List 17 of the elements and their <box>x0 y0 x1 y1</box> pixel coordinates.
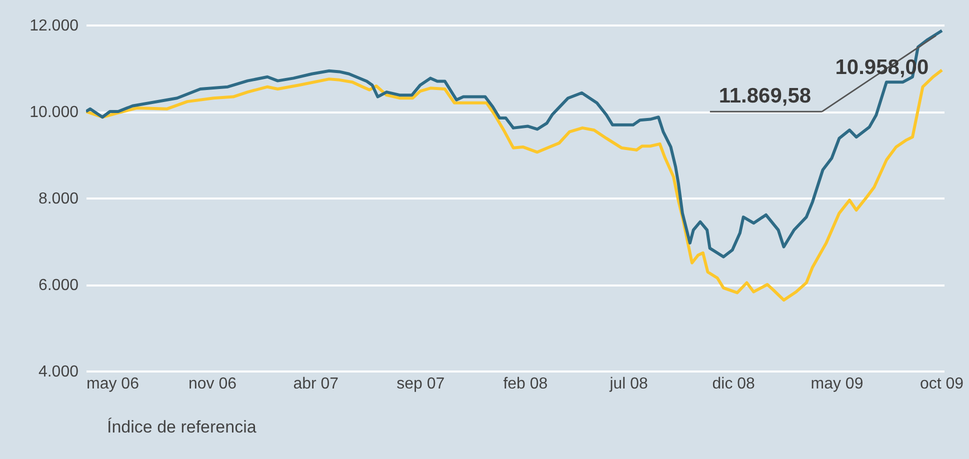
x-tick-label: dic 08 <box>712 376 756 392</box>
x-tick-label: feb 08 <box>503 376 548 392</box>
y-tick-label: 10.000 <box>30 104 79 121</box>
x-tick-label: nov 06 <box>188 376 237 392</box>
x-tick-label: jul 08 <box>608 376 648 392</box>
y-tick-label: 4.000 <box>38 364 79 380</box>
text: Índice de referencia <box>107 418 257 436</box>
y-tick-label: 12.000 <box>30 18 79 34</box>
annotation: 11.869,58 <box>718 84 812 108</box>
x-tick-label: abr 07 <box>293 376 339 392</box>
y-tick-label: 6.000 <box>38 277 79 294</box>
y-tick-label: 8.000 <box>38 190 79 208</box>
x-tick-label: sep 07 <box>396 376 445 392</box>
line-series <box>86 29 944 258</box>
x-tick-label: may 06 <box>86 376 140 392</box>
x-tick-label: may 09 <box>810 376 864 392</box>
x-tick-label: oct 09 <box>920 376 964 392</box>
